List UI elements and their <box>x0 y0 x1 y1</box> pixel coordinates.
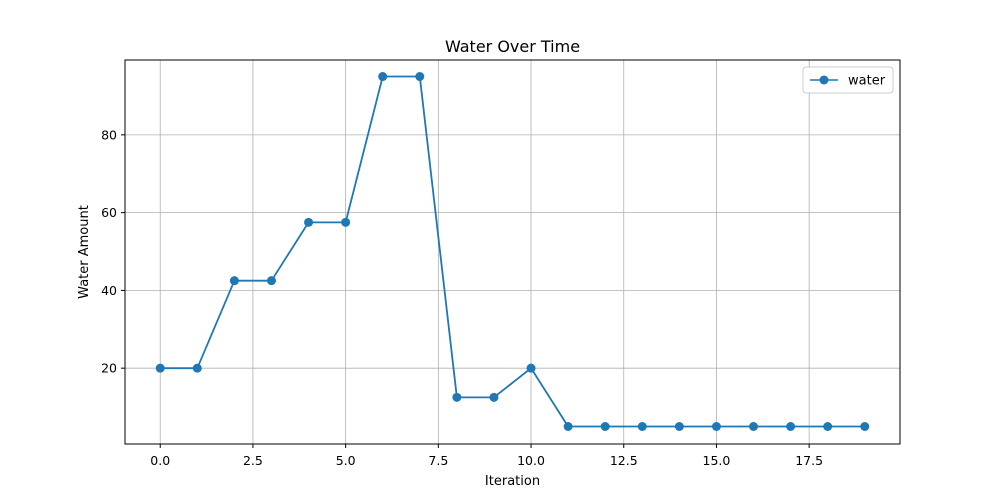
data-point <box>304 217 314 227</box>
data-point <box>155 363 165 373</box>
plot-area <box>124 59 901 445</box>
y-tick-label: 80 <box>101 127 117 142</box>
data-point <box>341 217 351 227</box>
chart-title: Water Over Time <box>445 37 580 56</box>
series-group <box>155 72 870 432</box>
data-point <box>749 422 759 432</box>
data-point <box>229 276 239 286</box>
series-line-water <box>160 75 865 428</box>
data-point <box>711 422 721 432</box>
legend-label-water: water <box>848 74 886 89</box>
data-point <box>860 422 870 432</box>
legend: water <box>802 66 894 94</box>
x-axis-label: Iteration <box>485 474 540 489</box>
data-point <box>415 72 425 82</box>
y-tick-label: 20 <box>101 361 117 376</box>
legend-marker-water <box>819 75 829 85</box>
x-tick-label: 0.0 <box>150 453 170 468</box>
data-point <box>452 392 462 402</box>
data-point <box>563 422 573 432</box>
data-point <box>600 422 610 432</box>
data-point <box>637 422 647 432</box>
data-point <box>378 72 388 82</box>
data-point <box>674 422 684 432</box>
y-tick-label: 60 <box>101 205 117 220</box>
x-tick-label: 10.0 <box>517 453 545 468</box>
data-point <box>489 392 499 402</box>
axis-ticks: 0.0 2.5 5.0 7.5 10.0 12.5 15.0 17.5 20 40 60 80 <box>101 127 823 468</box>
x-tick-label: 7.5 <box>428 453 448 468</box>
x-tick-label: 17.5 <box>795 453 823 468</box>
data-point <box>823 422 833 432</box>
data-point <box>192 363 202 373</box>
data-point <box>786 422 796 432</box>
x-tick-label: 2.5 <box>243 453 263 468</box>
data-point <box>526 363 536 373</box>
data-point <box>266 276 276 286</box>
x-tick-label: 5.0 <box>336 453 356 468</box>
y-tick-label: 40 <box>101 283 117 298</box>
x-tick-label: 15.0 <box>703 453 731 468</box>
grid <box>125 60 900 444</box>
y-axis-label: Water Amount <box>77 205 92 299</box>
x-tick-label: 12.5 <box>610 453 638 468</box>
legend-box <box>802 66 894 94</box>
